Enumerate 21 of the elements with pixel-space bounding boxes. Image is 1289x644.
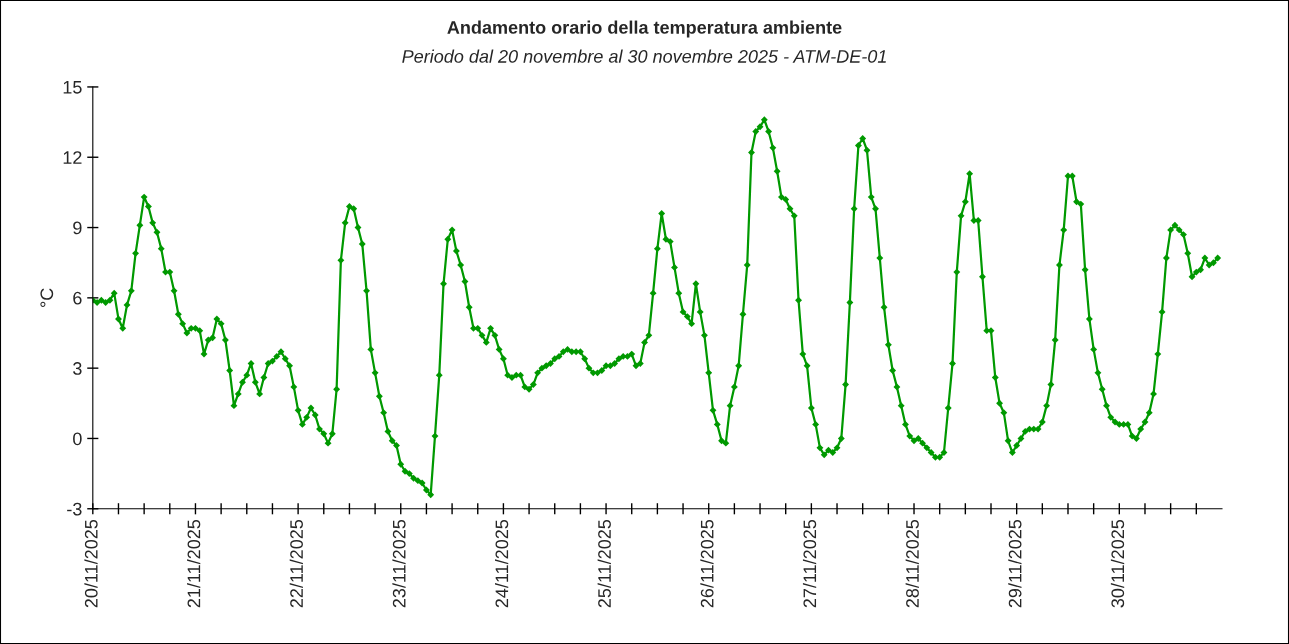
x-tick-label: 29/11/2025: [1008, 519, 1022, 608]
chart-title: Andamento orario della temperatura ambiente: [447, 20, 842, 38]
y-tick-label: 15: [63, 81, 82, 94]
y-tick-label: 3: [73, 362, 82, 375]
x-tick-label: 30/11/2025: [1110, 519, 1125, 608]
x-tick-label: 21/11/2025: [187, 519, 201, 608]
x-tick-label: 24/11/2025: [495, 519, 509, 608]
x-tick-label: 27/11/2025: [802, 519, 817, 608]
x-tick-label: 26/11/2025: [700, 519, 714, 608]
y-axis-title: °C: [40, 288, 54, 307]
y-tick-label: 9: [73, 221, 82, 235]
y-tick-label: 12: [63, 151, 82, 164]
x-tick-label: 28/11/2025: [905, 519, 919, 608]
chart-subtitle: Periodo dal 20 novembre al 30 novembre 2025 - ATM-DE-01: [402, 49, 886, 63]
x-tick-label: 23/11/2025: [392, 519, 406, 608]
x-tick-label: 22/11/2025: [289, 519, 303, 608]
x-tick-label: 20/11/2025: [84, 519, 98, 608]
y-tick-label: -3: [67, 502, 82, 516]
y-tick-label: 6: [73, 291, 82, 305]
y-tick-label: 0: [73, 432, 82, 446]
x-tick-label: 25/11/2025: [597, 519, 611, 608]
